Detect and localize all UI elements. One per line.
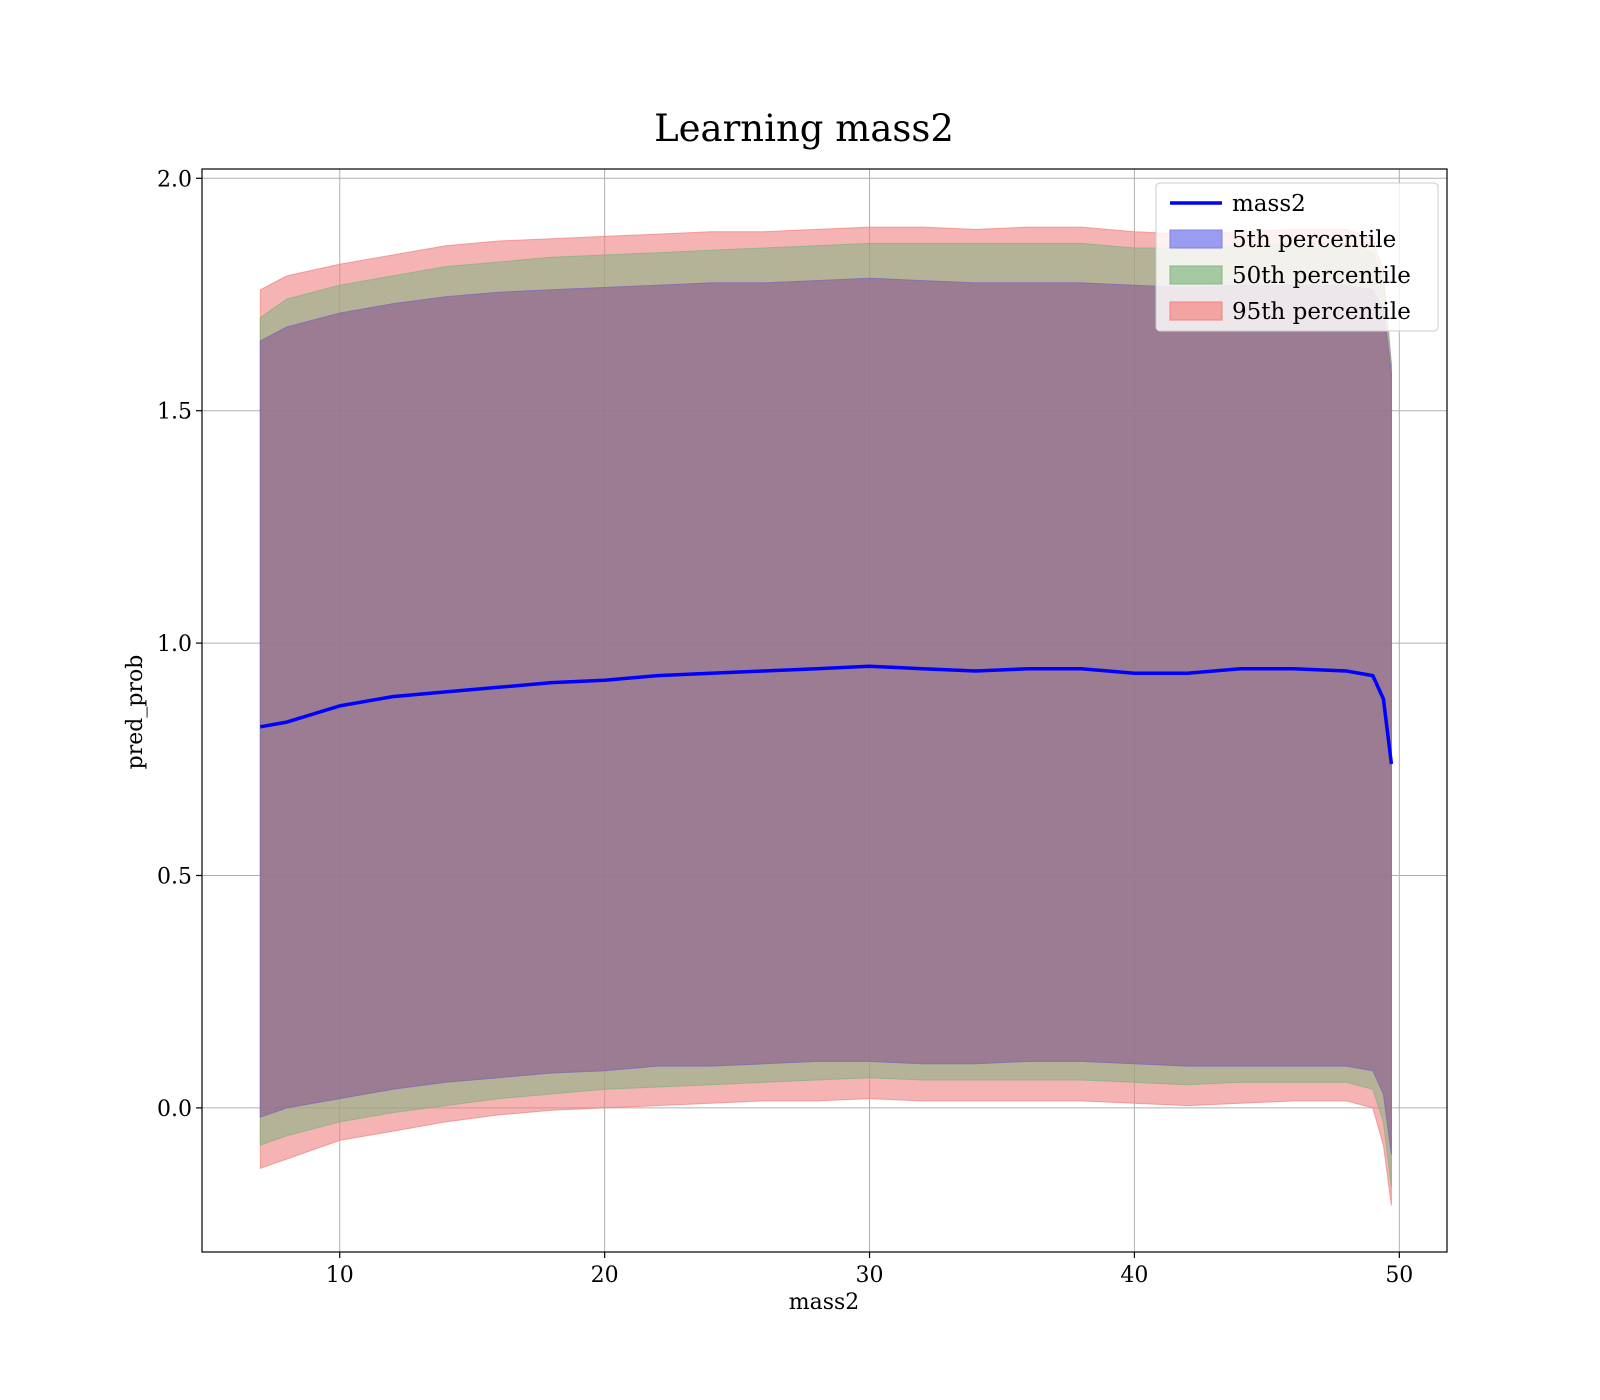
legend-box [1155,182,1439,332]
legend: mass2 5th percentile 50th percentile 95th p… [1155,182,1439,332]
legend-label: 95th percentile [1232,299,1411,325]
ticks: 10 20 30 40 50 0.0 0.5 1.0 1.5 2.0 [157,167,1413,1288]
legend-patch-swatch [1169,229,1223,249]
legend-label: 50th percentile [1232,263,1411,289]
band-overlap [260,278,1392,1155]
legend-patch-swatch [1169,301,1223,321]
y-tick-label: 1.0 [157,632,192,657]
series-line-group [259,664,1394,765]
plot-frame [201,168,1448,1253]
legend-patch-swatch [1169,265,1223,285]
x-tick-label: 30 [856,1263,884,1288]
x-tick-label: 40 [1120,1263,1148,1288]
y-tick-label: 0.0 [157,1097,192,1122]
y-axis-label: pred_prob [123,655,148,770]
x-axis-label: mass2 [789,1290,860,1315]
legend-label: 5th percentile [1232,227,1396,253]
y-tick-label: 0.5 [157,865,192,890]
x-tick-label: 20 [591,1263,619,1288]
chart-title: Learning mass2 [654,107,954,150]
y-tick-label: 1.5 [157,400,192,425]
x-tick-label: 50 [1385,1263,1413,1288]
legend-label: mass2 [1232,191,1306,217]
percentile-bands [259,226,1392,1206]
y-tick-label: 2.0 [157,167,192,192]
x-tick-label: 10 [326,1263,354,1288]
